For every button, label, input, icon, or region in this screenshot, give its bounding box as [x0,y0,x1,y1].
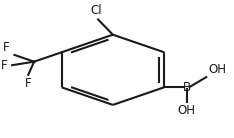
Text: Cl: Cl [90,4,102,17]
Text: B: B [183,81,191,94]
Text: F: F [3,41,10,54]
Text: OH: OH [208,63,227,76]
Text: OH: OH [178,104,196,117]
Text: F: F [25,77,32,90]
Text: F: F [1,59,8,72]
